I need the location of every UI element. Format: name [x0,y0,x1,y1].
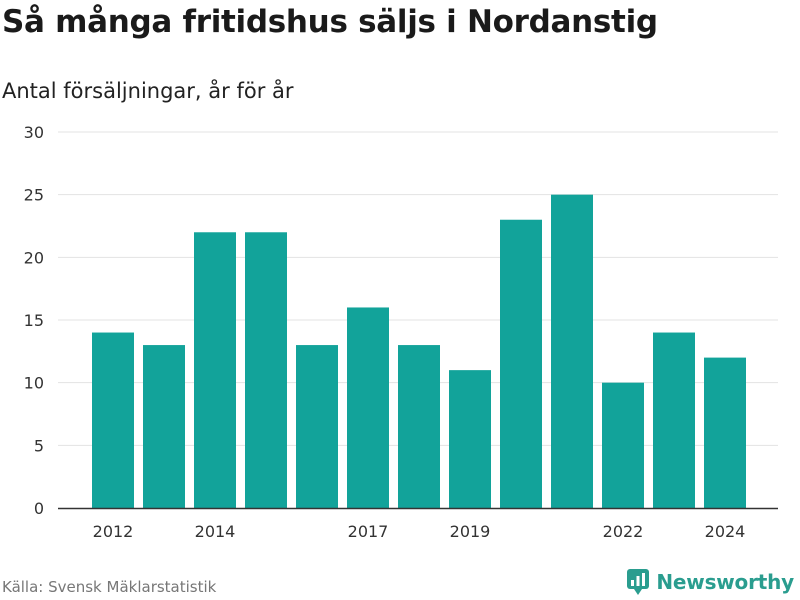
y-tick-label: 5 [34,436,44,455]
bar [551,194,593,508]
chart-title: Så många fritidshus säljs i Nordanstig [2,4,658,40]
x-tick-label: 2019 [450,522,491,541]
y-tick-label: 25 [24,186,44,205]
bar [143,345,185,508]
brand-name: Newsworthy [656,570,794,594]
source-note: Källa: Svensk Mäklarstatistik [2,578,217,596]
bar [449,370,491,508]
bar [92,332,134,508]
x-tick-label: 2024 [705,522,746,541]
bar-chart-logo-icon [627,569,650,595]
brand-logo: Newsworthy [626,568,794,596]
bar [602,382,644,508]
bar [398,345,440,508]
bar [194,232,236,508]
x-tick-label: 2012 [93,522,134,541]
y-tick-label: 30 [24,123,44,142]
bar [500,219,542,508]
bar [653,332,695,508]
bar [245,232,287,508]
chart-subtitle: Antal försäljningar, år för år [2,79,294,103]
y-tick-label: 0 [34,499,44,518]
bar [704,357,746,508]
bar [296,345,338,508]
x-tick-label: 2014 [195,522,236,541]
y-tick-label: 15 [24,311,44,330]
y-tick-label: 20 [24,248,44,267]
y-tick-label: 10 [24,374,44,393]
x-tick-label: 2017 [348,522,389,541]
bar [347,307,389,508]
x-tick-label: 2022 [603,522,644,541]
